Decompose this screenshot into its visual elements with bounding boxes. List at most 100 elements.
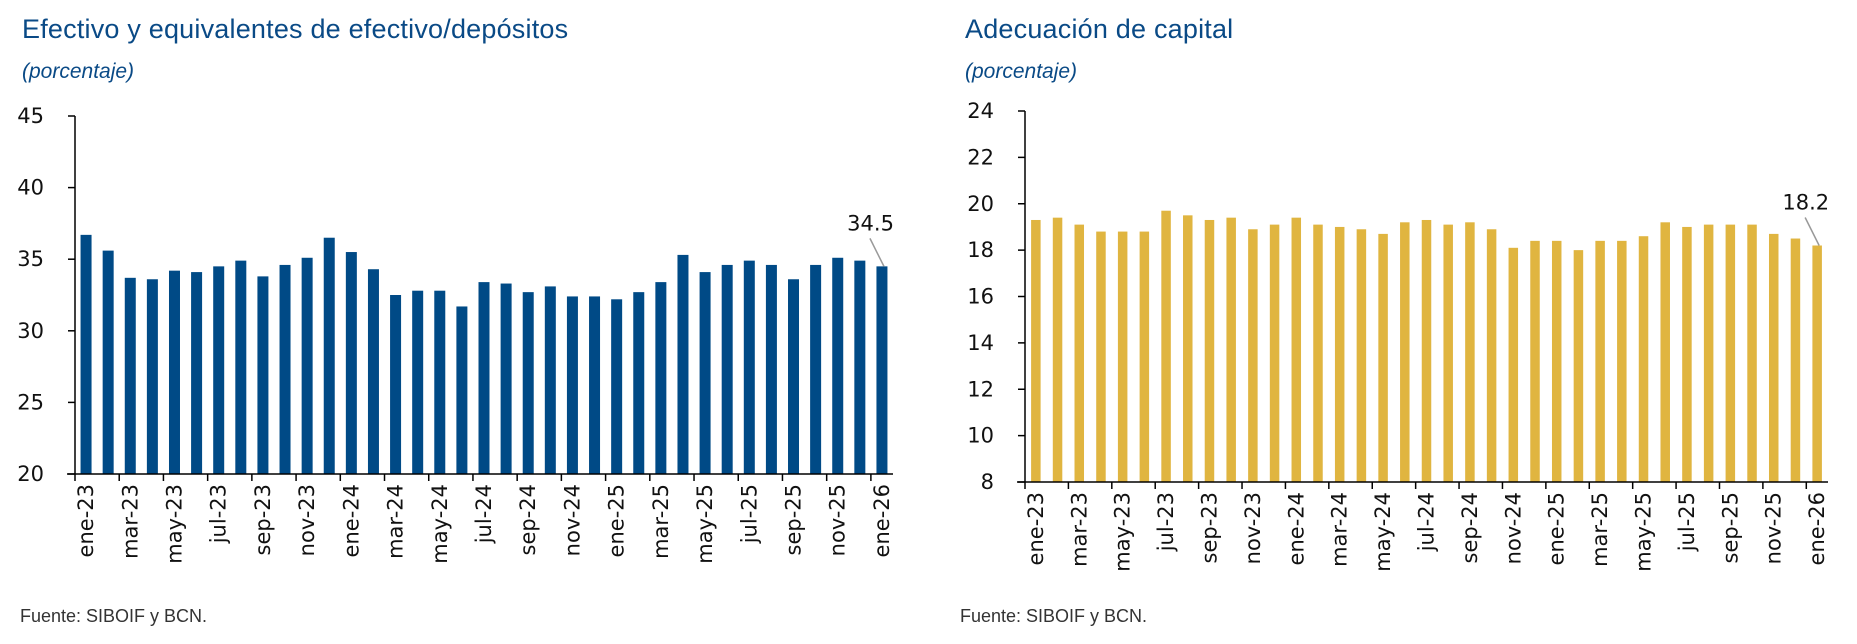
- bar-jun-23: [191, 272, 203, 474]
- x-tick-label: nov-25: [826, 484, 850, 556]
- bar-nov-24: [566, 296, 578, 474]
- x-tick-label: may-25: [1632, 492, 1656, 572]
- bar-nov-23: [1248, 229, 1258, 482]
- x-tick-label: mar-24: [1328, 492, 1352, 567]
- x-tick-label: sep-23: [251, 484, 275, 556]
- bar-abr-25: [1617, 240, 1627, 482]
- x-tick-label: sep-24: [516, 484, 540, 556]
- y-tick-label: 10: [967, 424, 994, 448]
- bar-oct-25: [810, 264, 822, 474]
- x-tick-label: ene-24: [339, 484, 363, 557]
- bar-dic-24: [1530, 240, 1540, 482]
- bar-abr-24: [412, 290, 424, 474]
- x-tick-label: ene-24: [1284, 492, 1308, 565]
- x-tick-label: may-24: [428, 484, 452, 564]
- bar-dic-24: [589, 296, 601, 474]
- x-tick-label: jul-25: [1675, 492, 1699, 552]
- x-tick-label: sep-25: [782, 484, 806, 556]
- bar-jun-25: [721, 264, 733, 474]
- bar-abr-25: [677, 254, 689, 474]
- y-tick-label: 35: [17, 247, 44, 271]
- y-tick-label: 45: [17, 104, 44, 128]
- bar-abr-24: [1356, 229, 1367, 482]
- bar-jul-24: [1421, 219, 1432, 483]
- x-tick-label: jul-23: [207, 484, 231, 544]
- bar-jul-23: [1161, 210, 1171, 482]
- x-tick-label: jul-25: [737, 484, 761, 544]
- y-tick-label: 25: [17, 390, 44, 414]
- bar-oct-23: [279, 264, 291, 474]
- bar-ago-23: [235, 260, 247, 474]
- x-tick-label: sep-23: [1197, 492, 1221, 564]
- chart-panel-adecuacion: Adecuación de capital (porcentaje) 8 10 12…: [930, 0, 1857, 644]
- y-tick-label: 30: [17, 319, 44, 343]
- bar-sep-23: [1204, 219, 1215, 483]
- bar-feb-23: [1052, 217, 1063, 482]
- x-tick-label: nov-24: [1501, 492, 1525, 564]
- bar-mar-25: [655, 282, 667, 474]
- bar-feb-23: [102, 250, 114, 474]
- chart-panel-efectivo: Efectivo y equivalentes de efectivo/depó…: [17, 14, 894, 626]
- bar-mar-23: [124, 277, 136, 474]
- bar-ene-26: [1812, 245, 1822, 482]
- bar-mar-24: [390, 295, 402, 474]
- bar-may-25: [699, 272, 711, 474]
- bar-feb-24: [367, 269, 379, 474]
- bar-may-24: [434, 290, 446, 474]
- x-tick-label: may-25: [693, 484, 717, 564]
- chart-source: Fuente: SIBOIF y BCN.: [960, 606, 1148, 626]
- bar-may-23: [1117, 231, 1128, 482]
- bar-jul-25: [743, 260, 755, 474]
- data-label-last: 34.5: [847, 211, 894, 235]
- bar-jul-25: [1682, 226, 1692, 482]
- bar-sep-24: [522, 292, 534, 474]
- bar-ene-24: [1291, 217, 1302, 482]
- chart-title: Efectivo y equivalentes de efectivo/depó…: [22, 14, 569, 44]
- bar-dic-25: [1790, 238, 1801, 482]
- bar-ago-25: [1703, 224, 1714, 482]
- x-tick-label: may-23: [162, 484, 186, 564]
- bar-ene-23: [1031, 219, 1041, 483]
- bar-chart-adecuacion: 8 10 12 14 16 18 20 22 24 ene-23 mar-23 may-23 jul-2…: [967, 99, 1829, 572]
- bar-ene-25: [611, 299, 623, 474]
- y-tick-label: 24: [967, 99, 994, 123]
- bar-jul-24: [478, 282, 490, 474]
- x-tick-label: mar-24: [384, 484, 408, 559]
- y-tick-label: 20: [967, 192, 994, 216]
- x-tick-label: ene-23: [74, 484, 98, 557]
- bar-may-24: [1378, 233, 1388, 482]
- x-tick-label: may-23: [1111, 492, 1135, 572]
- y-tick-label: 18: [967, 238, 994, 262]
- x-tick-label: ene-25: [605, 484, 629, 557]
- bar-oct-23: [1226, 217, 1236, 482]
- bar-may-25: [1638, 236, 1649, 482]
- bar-abr-23: [1096, 231, 1106, 482]
- bar-jun-24: [456, 306, 468, 474]
- x-tick-label: may-24: [1371, 492, 1395, 572]
- bar-sep-24: [1465, 222, 1475, 483]
- x-tick-label: ene-26: [870, 484, 894, 557]
- x-tick-label: mar-23: [118, 484, 142, 559]
- bar-abr-23: [146, 279, 158, 474]
- x-tick-label: jul-24: [472, 484, 496, 544]
- bar-jul-23: [213, 266, 225, 474]
- x-tick-label: ene-26: [1805, 492, 1829, 565]
- x-tick-label: nov-25: [1762, 492, 1786, 564]
- bar-mar-25: [1595, 240, 1605, 482]
- bar-jun-25: [1660, 222, 1670, 483]
- y-tick-label: 16: [967, 285, 994, 309]
- bar-feb-25: [1573, 250, 1584, 483]
- bar-ene-24: [345, 252, 357, 474]
- bar-ago-24: [500, 283, 512, 474]
- x-tick-label: ene-23: [1024, 492, 1048, 565]
- data-label-last: 18.2: [1782, 190, 1829, 214]
- bar-chart-efectivo: 20 25 30 35 40 45 ene-23 mar-23 may-23 jul-23 sep-…: [17, 104, 894, 564]
- bar-may-23: [168, 270, 180, 474]
- bar-ene-23: [80, 234, 92, 474]
- bar-ago-25: [765, 264, 777, 474]
- y-tick-label: 12: [967, 377, 994, 401]
- y-tick-label: 40: [17, 176, 44, 200]
- x-tick-label: nov-23: [295, 484, 319, 556]
- x-tick-label: mar-25: [1588, 492, 1612, 567]
- annotation-leader-line: [1804, 217, 1820, 246]
